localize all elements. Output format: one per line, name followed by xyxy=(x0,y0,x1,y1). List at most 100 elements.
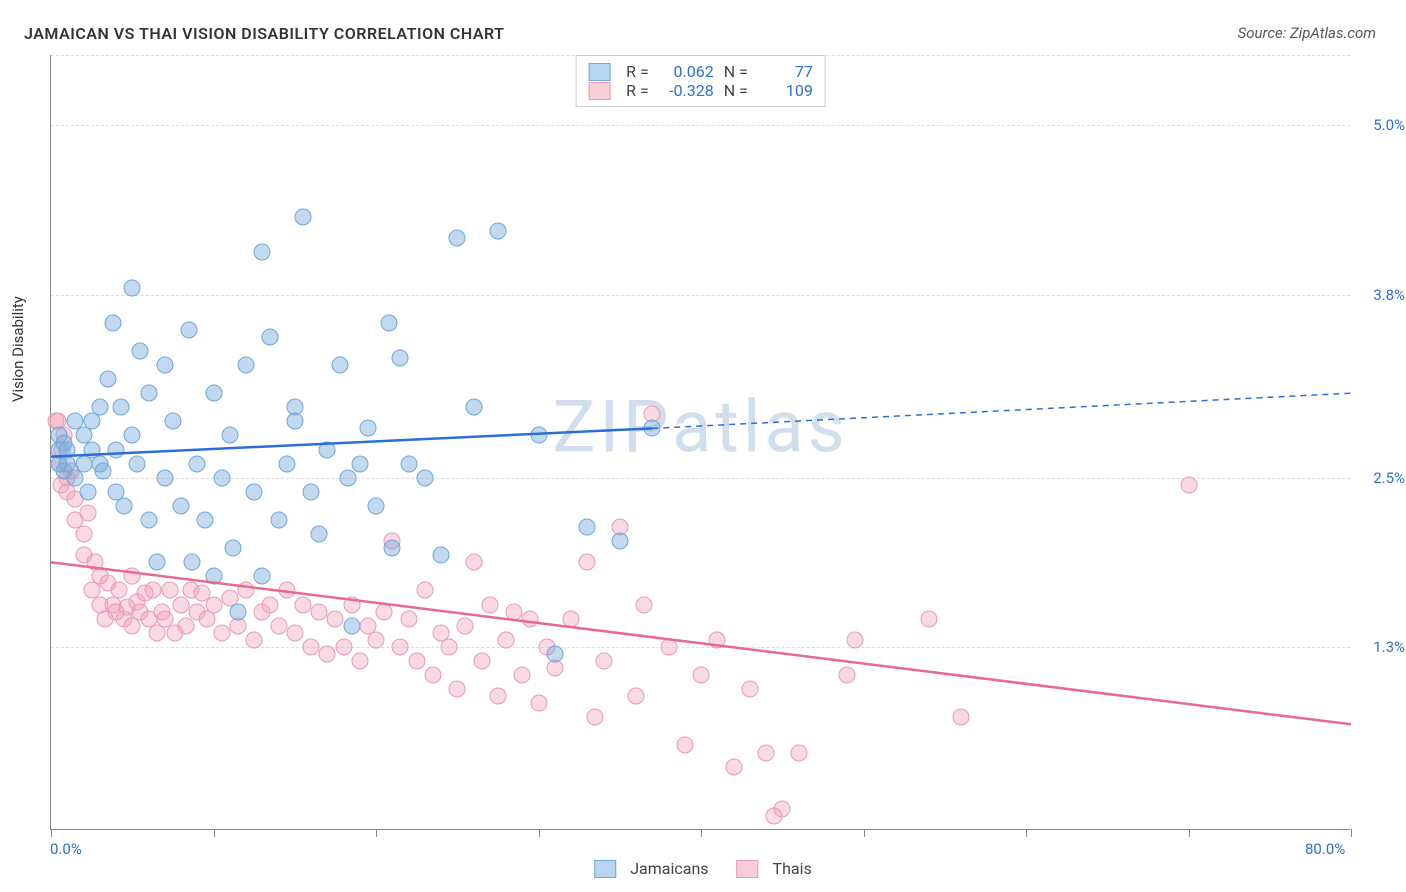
scatter-point-jamaicans xyxy=(148,554,165,571)
scatter-point-thais xyxy=(636,596,653,613)
scatter-point-jamaicans xyxy=(116,497,133,514)
scatter-point-jamaicans xyxy=(416,469,433,486)
scatter-point-jamaicans xyxy=(400,455,417,472)
scatter-point-jamaicans xyxy=(140,512,157,529)
legend-label: Jamaicans xyxy=(630,859,708,878)
scatter-point-thais xyxy=(392,638,409,655)
scatter-point-thais xyxy=(80,504,97,521)
scatter-point-jamaicans xyxy=(104,314,121,331)
scatter-point-thais xyxy=(111,582,128,599)
x-tick xyxy=(51,829,52,837)
legend-row-jamaicans: R = 0.062 N = 77 xyxy=(588,62,813,81)
scatter-point-thais xyxy=(376,603,393,620)
scatter-point-thais xyxy=(408,652,425,669)
scatter-point-thais xyxy=(498,631,515,648)
scatter-point-jamaicans xyxy=(351,455,368,472)
n-value: 109 xyxy=(758,81,813,100)
scatter-point-jamaicans xyxy=(91,399,108,416)
x-axis-max-label: 80.0% xyxy=(1305,840,1345,858)
swatch-thais-icon xyxy=(588,82,610,100)
scatter-point-thais xyxy=(246,631,263,648)
scatter-point-jamaicans xyxy=(262,328,279,345)
scatter-point-thais xyxy=(368,631,385,648)
scatter-point-thais xyxy=(75,526,92,543)
swatch-jamaicans-icon xyxy=(594,860,616,878)
scatter-point-thais xyxy=(1180,476,1197,493)
y-tick-label: 3.8% xyxy=(1355,286,1405,304)
scatter-point-thais xyxy=(311,603,328,620)
scatter-point-jamaicans xyxy=(156,357,173,374)
scatter-point-thais xyxy=(628,688,645,705)
scatter-point-jamaicans xyxy=(465,399,482,416)
n-label: N = xyxy=(724,81,748,100)
scatter-point-jamaicans xyxy=(197,512,214,529)
scatter-point-thais xyxy=(449,681,466,698)
scatter-point-thais xyxy=(790,744,807,761)
scatter-point-jamaicans xyxy=(530,427,547,444)
scatter-point-jamaicans xyxy=(238,357,255,374)
watermark-text: ZIPatlas xyxy=(552,384,848,469)
x-tick xyxy=(701,829,702,837)
x-axis-min-label: 0.0% xyxy=(50,840,82,858)
scatter-point-thais xyxy=(506,603,523,620)
scatter-point-jamaicans xyxy=(205,385,222,402)
scatter-point-thais xyxy=(145,582,162,599)
legend-bottom: Jamaicans Thais xyxy=(594,859,812,878)
scatter-point-jamaicans xyxy=(225,540,242,557)
scatter-point-thais xyxy=(489,688,506,705)
scatter-point-thais xyxy=(953,709,970,726)
y-axis-label: Vision Disability xyxy=(9,296,27,402)
scatter-point-jamaicans xyxy=(319,441,336,458)
scatter-point-jamaicans xyxy=(229,603,246,620)
scatter-point-thais xyxy=(481,596,498,613)
source-name: ZipAtlas.com xyxy=(1290,24,1376,42)
scatter-point-thais xyxy=(709,631,726,648)
scatter-point-jamaicans xyxy=(449,230,466,247)
x-tick xyxy=(864,829,865,837)
scatter-point-thais xyxy=(847,631,864,648)
r-value: -0.328 xyxy=(659,81,714,100)
scatter-point-thais xyxy=(335,638,352,655)
n-label: N = xyxy=(724,62,748,81)
x-tick xyxy=(1189,829,1190,837)
source-prefix: Source: xyxy=(1238,24,1290,42)
scatter-point-jamaicans xyxy=(286,413,303,430)
scatter-point-thais xyxy=(514,667,531,684)
scatter-point-jamaicans xyxy=(181,321,198,338)
scatter-point-jamaicans xyxy=(95,462,112,479)
scatter-point-jamaicans xyxy=(254,568,271,585)
legend-row-thais: R = -0.328 N = 109 xyxy=(588,81,813,100)
scatter-point-jamaicans xyxy=(112,399,129,416)
scatter-point-thais xyxy=(530,695,547,712)
scatter-point-thais xyxy=(294,596,311,613)
gridline xyxy=(51,125,1350,126)
scatter-point-thais xyxy=(465,554,482,571)
gridline xyxy=(51,295,1350,296)
scatter-point-jamaicans xyxy=(124,279,141,296)
scatter-point-thais xyxy=(327,610,344,627)
scatter-point-jamaicans xyxy=(433,547,450,564)
plot-area: ZIPatlas R = 0.062 N = 77 R = -0.328 N =… xyxy=(50,55,1350,830)
scatter-point-jamaicans xyxy=(611,533,628,550)
r-label: R = xyxy=(626,62,649,81)
scatter-point-thais xyxy=(416,582,433,599)
scatter-point-jamaicans xyxy=(80,483,97,500)
chart-title: JAMAICAN VS THAI VISION DISABILITY CORRE… xyxy=(24,24,505,43)
x-tick xyxy=(214,829,215,837)
scatter-point-thais xyxy=(441,638,458,655)
scatter-point-thais xyxy=(693,667,710,684)
scatter-point-jamaicans xyxy=(384,540,401,557)
scatter-point-thais xyxy=(351,652,368,669)
scatter-point-thais xyxy=(319,645,336,662)
y-tick-label: 2.5% xyxy=(1355,469,1405,487)
scatter-point-jamaicans xyxy=(311,526,328,543)
scatter-point-jamaicans xyxy=(156,469,173,486)
x-tick xyxy=(376,829,377,837)
scatter-point-jamaicans xyxy=(205,568,222,585)
scatter-point-jamaicans xyxy=(343,617,360,634)
scatter-point-jamaicans xyxy=(246,483,263,500)
scatter-point-thais xyxy=(424,667,441,684)
swatch-jamaicans-icon xyxy=(588,63,610,81)
scatter-point-thais xyxy=(579,554,596,571)
scatter-point-thais xyxy=(758,744,775,761)
